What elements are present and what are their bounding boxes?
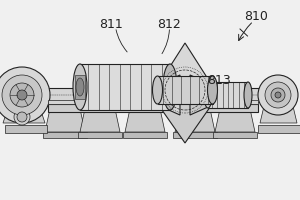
Circle shape — [265, 82, 291, 108]
Bar — [208, 82, 248, 108]
Circle shape — [17, 90, 27, 100]
Polygon shape — [175, 104, 215, 132]
Bar — [8, 88, 292, 102]
Ellipse shape — [73, 64, 87, 110]
Ellipse shape — [152, 76, 163, 104]
Polygon shape — [155, 43, 215, 90]
Ellipse shape — [186, 77, 194, 97]
Ellipse shape — [208, 76, 218, 104]
Circle shape — [275, 92, 281, 98]
Bar — [213, 132, 257, 138]
Circle shape — [0, 67, 50, 123]
Polygon shape — [135, 75, 180, 115]
Ellipse shape — [163, 64, 177, 110]
Circle shape — [17, 112, 27, 122]
Text: 810: 810 — [244, 10, 268, 23]
Circle shape — [10, 83, 34, 107]
Text: 813: 813 — [207, 73, 231, 86]
Polygon shape — [190, 75, 235, 115]
Circle shape — [2, 75, 42, 115]
Bar — [173, 132, 217, 138]
Polygon shape — [125, 104, 165, 132]
Polygon shape — [155, 100, 215, 143]
Circle shape — [258, 75, 298, 115]
Bar — [43, 132, 87, 138]
Bar — [48, 100, 258, 104]
Bar — [80, 64, 170, 110]
Circle shape — [271, 88, 285, 102]
Bar — [75, 75, 85, 99]
Bar — [5, 125, 47, 133]
Bar — [158, 76, 212, 104]
Polygon shape — [215, 104, 255, 132]
Bar — [170, 77, 190, 97]
Polygon shape — [260, 102, 297, 123]
Ellipse shape — [204, 82, 212, 108]
Circle shape — [14, 109, 30, 125]
Polygon shape — [45, 104, 85, 132]
Bar — [78, 132, 122, 138]
Text: 812: 812 — [158, 18, 182, 30]
Bar — [123, 132, 167, 138]
Bar — [258, 125, 300, 133]
Bar — [48, 104, 258, 112]
Ellipse shape — [76, 78, 84, 96]
Polygon shape — [3, 102, 45, 123]
Ellipse shape — [244, 82, 252, 108]
Text: 811: 811 — [99, 18, 123, 30]
Polygon shape — [80, 104, 120, 132]
